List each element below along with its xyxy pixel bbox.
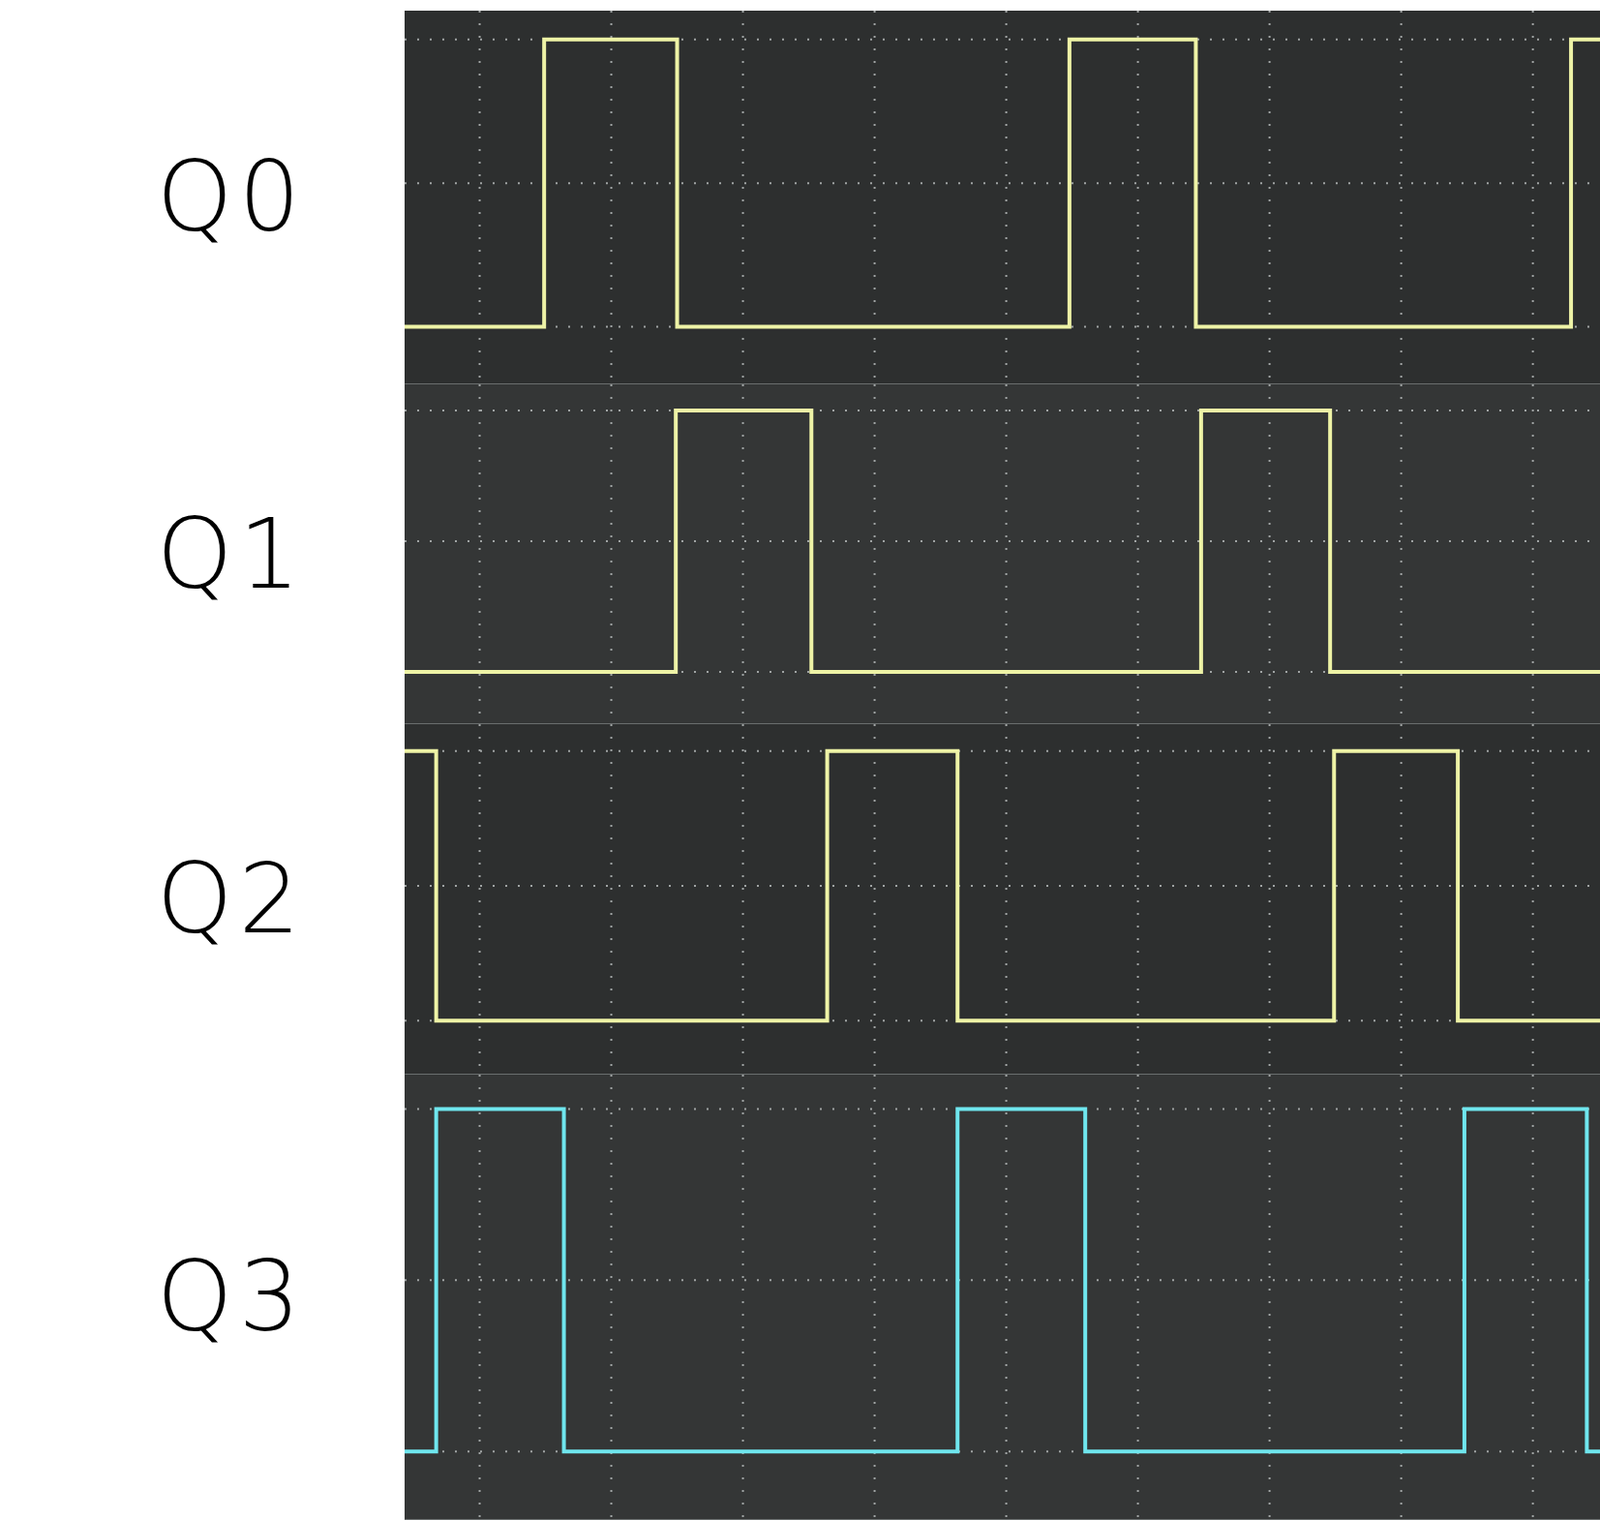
- tick-mark: [1401, 1518, 1403, 1520]
- grid-line: [1137, 10, 1140, 385]
- tick: [1006, 1518, 1008, 1520]
- tick-mark: [611, 1518, 613, 1520]
- axis-line: [405, 1519, 1600, 1520]
- tick: [480, 1518, 482, 1520]
- scope-panel: [404, 1074, 1600, 1520]
- grid-line: [404, 884, 1600, 887]
- figure: Q0 Q1 Q2 Q3: [0, 0, 1600, 1520]
- y-grid: [404, 1108, 1600, 1451]
- trace-group: [404, 751, 1600, 1021]
- screen-background: [404, 1074, 1600, 1520]
- screen-background: [404, 10, 1600, 385]
- trace-group: [404, 1108, 1600, 1451]
- grid-line: [874, 724, 876, 1075]
- y-grid: [404, 410, 1600, 672]
- tick: [1138, 1518, 1140, 1520]
- y-grid: [404, 751, 1600, 1021]
- tick-mark: [480, 1518, 482, 1520]
- tick: [1269, 1518, 1271, 1520]
- tick: [875, 1518, 876, 1520]
- tick: [1401, 1518, 1403, 1520]
- y-grid: [404, 39, 1600, 328]
- tick-mark: [1006, 1518, 1008, 1520]
- tick: [743, 1518, 745, 1520]
- tick: [1533, 1518, 1535, 1520]
- channel-label: Q1: [156, 497, 306, 611]
- grid-line: [404, 1278, 1600, 1281]
- scope-panel: [404, 384, 1600, 727]
- waveform: [404, 751, 1600, 1021]
- tick-mark: [1533, 1518, 1535, 1520]
- grid-line: [1268, 384, 1271, 725]
- trace-group: [404, 39, 1600, 328]
- tick: [611, 1518, 613, 1520]
- waveform: [404, 39, 1600, 328]
- scope-panel: [404, 724, 1600, 1078]
- channel-label: Q2: [156, 842, 306, 956]
- tick-mark: [1269, 1518, 1271, 1520]
- grid-line: [1532, 1074, 1535, 1520]
- grid-line: [404, 409, 1600, 412]
- waveform: [404, 1108, 1600, 1451]
- tick-mark: [743, 1518, 745, 1520]
- grid-line: [404, 181, 1600, 184]
- tick-mark: [875, 1518, 876, 1520]
- grid-line: [742, 384, 745, 725]
- channel-label: Q3: [156, 1239, 306, 1354]
- waveform: [404, 410, 1600, 672]
- grid-line: [1005, 1074, 1008, 1520]
- channel-label: Q0: [156, 140, 306, 254]
- tick-mark: [1138, 1518, 1140, 1520]
- grid-line: [1400, 724, 1403, 1075]
- grid-line: [610, 10, 613, 385]
- screen-background: [404, 724, 1600, 1075]
- scope-panel: [404, 10, 1600, 388]
- grid-line: [479, 1074, 482, 1520]
- trace-group: [404, 410, 1600, 672]
- grid-line: [404, 540, 1600, 543]
- screen-background: [404, 384, 1600, 725]
- x-axis: [405, 1518, 1600, 1520]
